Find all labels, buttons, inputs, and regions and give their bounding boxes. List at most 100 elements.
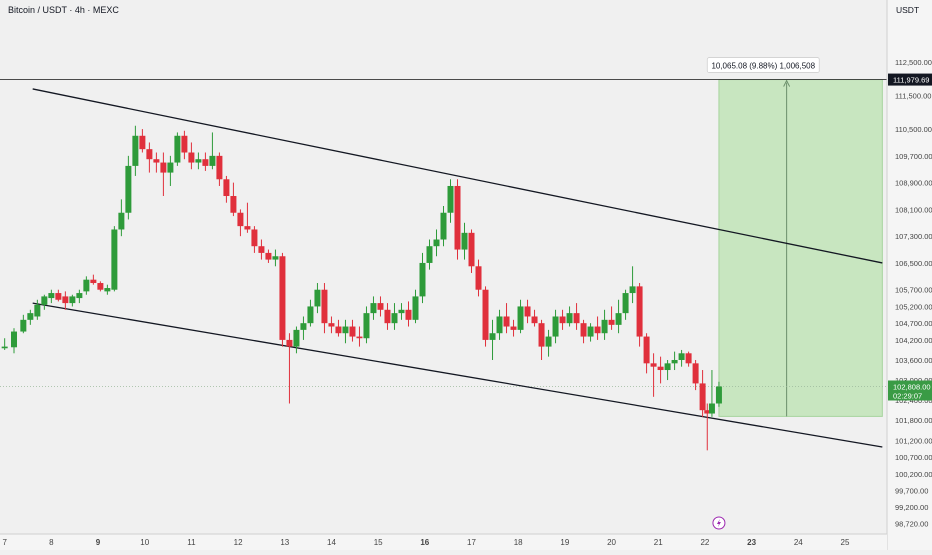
candle[interactable] [531,309,538,327]
candle[interactable] [118,199,125,237]
candle[interactable] [293,326,300,354]
candle[interactable] [209,132,216,170]
currency-label[interactable]: USDT [896,5,919,15]
candle[interactable] [146,142,153,173]
candle[interactable] [482,286,489,347]
candle[interactable] [708,370,715,417]
candle[interactable] [202,152,209,171]
candle[interactable] [384,303,391,330]
candle[interactable] [454,179,461,260]
candle[interactable] [104,284,111,295]
candle[interactable] [601,309,608,340]
candle[interactable] [704,403,711,451]
candle[interactable] [321,283,328,334]
candle[interactable] [160,152,167,197]
candle[interactable] [517,299,524,334]
candle[interactable] [643,333,650,374]
candle[interactable] [594,316,601,340]
candle[interactable] [265,249,272,263]
candle[interactable] [377,296,384,317]
candle[interactable] [552,309,559,344]
candle[interactable] [153,152,160,173]
candle[interactable] [433,229,440,257]
candle[interactable] [20,314,27,334]
candle[interactable] [573,303,580,330]
candle[interactable] [489,319,496,360]
candle[interactable] [181,130,188,160]
candle[interactable] [251,226,258,253]
candle[interactable] [715,381,722,407]
candle[interactable] [223,175,230,203]
candle[interactable] [622,289,629,320]
candle[interactable] [580,319,587,344]
candle[interactable] [230,182,237,217]
time-axis-panel[interactable] [0,534,887,550]
candle[interactable] [538,319,545,360]
candle[interactable] [671,351,678,371]
candle[interactable] [692,359,699,391]
candle[interactable] [496,309,503,340]
candle[interactable] [34,299,41,320]
candle[interactable] [314,283,321,314]
candle[interactable] [195,152,202,170]
candle[interactable] [349,319,356,342]
candle[interactable] [559,309,566,330]
candle[interactable] [685,351,692,367]
candle[interactable] [237,209,244,237]
candle[interactable] [608,306,615,330]
price-axis-panel[interactable] [887,0,932,550]
candle[interactable] [328,316,335,334]
candle[interactable] [587,323,594,342]
candle[interactable] [90,274,97,285]
candle[interactable] [69,294,76,307]
candle[interactable] [1,338,8,350]
candle[interactable] [650,353,657,397]
candle[interactable] [440,206,447,247]
candle[interactable] [510,319,517,337]
candle[interactable] [615,299,622,334]
candle[interactable] [167,155,174,186]
candle[interactable] [188,142,195,170]
candle[interactable] [699,370,706,417]
candle[interactable] [279,252,286,347]
candle[interactable] [27,309,34,325]
candle[interactable] [41,294,48,310]
candle[interactable] [139,129,146,153]
candle[interactable] [636,283,643,347]
candle[interactable] [391,303,398,330]
candle[interactable] [678,349,685,367]
candle[interactable] [342,319,349,344]
candle[interactable] [244,202,251,233]
channel-upper-line[interactable] [32,88,883,264]
candle[interactable] [97,281,104,292]
candle[interactable] [657,356,664,384]
candle[interactable] [111,226,118,292]
candle[interactable] [11,328,18,354]
candle[interactable] [363,306,370,344]
candle[interactable] [55,289,62,302]
candle[interactable] [48,289,55,304]
candle[interactable] [503,303,510,334]
candle[interactable] [356,326,363,347]
candle[interactable] [83,276,90,295]
candle[interactable] [300,316,307,340]
candle[interactable] [174,132,181,166]
candle[interactable] [524,299,531,324]
candle[interactable] [461,222,468,260]
target-zone[interactable] [718,79,883,417]
candle[interactable] [426,239,433,270]
candle[interactable] [405,301,412,327]
candle[interactable] [545,329,552,357]
candle[interactable] [664,359,671,381]
candle[interactable] [125,155,132,220]
candle[interactable] [307,299,314,327]
candle[interactable] [398,303,405,320]
candle[interactable] [272,249,279,267]
candle[interactable] [412,289,419,324]
candle[interactable] [468,229,475,273]
candle[interactable] [335,319,342,337]
candle[interactable] [447,179,454,223]
candle[interactable] [216,152,223,186]
